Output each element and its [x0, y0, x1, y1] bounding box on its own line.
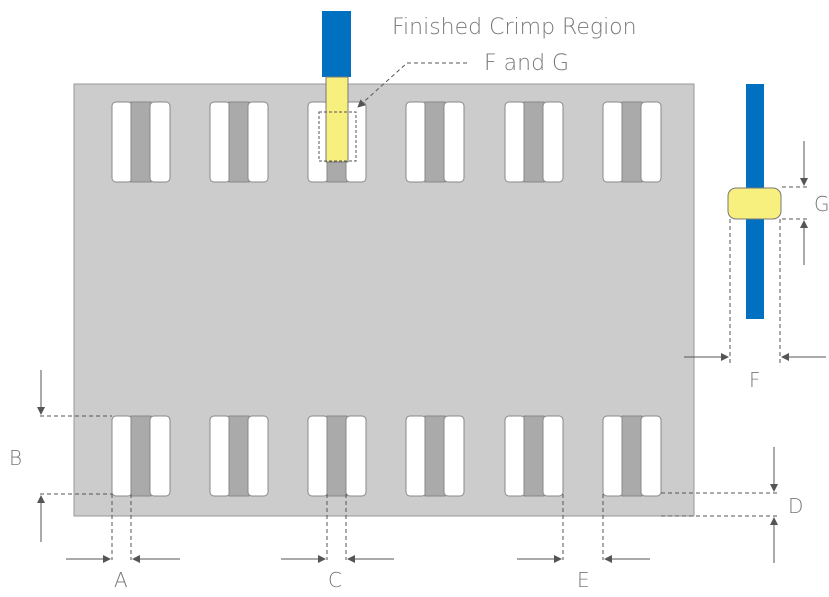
bottom-slot-row — [111, 415, 662, 497]
callout-subtitle: F and G — [484, 51, 569, 76]
terminal-slot — [209, 415, 269, 497]
panel — [73, 83, 695, 517]
terminal-slot — [111, 415, 171, 497]
label-a: A — [114, 568, 128, 592]
dimension-d — [661, 447, 780, 563]
dimension-g — [782, 141, 810, 265]
dimension-b — [37, 370, 112, 542]
terminal-slot — [602, 101, 662, 183]
label-c: C — [328, 568, 342, 592]
dimension-a — [66, 494, 180, 563]
terminal-slot — [602, 415, 662, 497]
side-crimp — [727, 187, 782, 220]
terminal-slot — [504, 415, 564, 497]
label-g: G — [814, 192, 829, 216]
top-slot-row — [111, 101, 662, 183]
dimension-f — [684, 219, 826, 365]
terminal-slot — [111, 101, 171, 183]
inserted-crimp — [325, 76, 349, 163]
callout-title: Finished Crimp Region — [392, 15, 637, 40]
terminal-slot — [307, 415, 367, 497]
crimp-region-box — [318, 111, 357, 162]
label-e: E — [577, 568, 590, 592]
dimension-c — [281, 494, 394, 563]
terminal-slot — [209, 101, 269, 183]
terminal-slot — [504, 101, 564, 183]
label-d: D — [788, 494, 803, 518]
label-f: F — [749, 368, 761, 392]
terminal-slot — [405, 101, 465, 183]
label-b: B — [9, 446, 22, 470]
inserted-wire — [322, 11, 351, 77]
callout-leader — [357, 62, 467, 108]
dimension-e — [517, 494, 650, 563]
terminal-slot — [405, 415, 465, 497]
